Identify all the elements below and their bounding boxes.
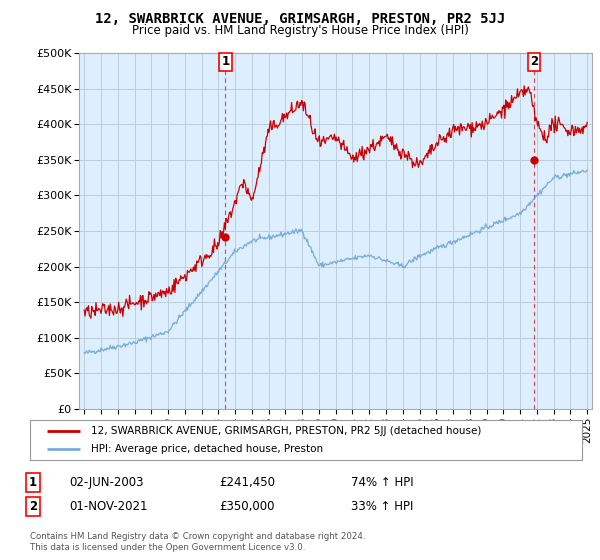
Text: 12, SWARBRICK AVENUE, GRIMSARGH, PRESTON, PR2 5JJ (detached house): 12, SWARBRICK AVENUE, GRIMSARGH, PRESTON… <box>91 426 481 436</box>
Text: 33% ↑ HPI: 33% ↑ HPI <box>351 500 413 514</box>
Text: 12, SWARBRICK AVENUE, GRIMSARGH, PRESTON, PR2 5JJ: 12, SWARBRICK AVENUE, GRIMSARGH, PRESTON… <box>95 12 505 26</box>
Text: £241,450: £241,450 <box>219 476 275 489</box>
Text: 2: 2 <box>530 55 538 68</box>
Text: £350,000: £350,000 <box>219 500 275 514</box>
Text: 01-NOV-2021: 01-NOV-2021 <box>69 500 148 514</box>
Text: HPI: Average price, detached house, Preston: HPI: Average price, detached house, Pres… <box>91 445 323 454</box>
Text: Contains HM Land Registry data © Crown copyright and database right 2024.: Contains HM Land Registry data © Crown c… <box>30 532 365 541</box>
Text: 2: 2 <box>29 500 37 514</box>
Text: 1: 1 <box>29 476 37 489</box>
Text: 74% ↑ HPI: 74% ↑ HPI <box>351 476 413 489</box>
Text: 02-JUN-2003: 02-JUN-2003 <box>69 476 143 489</box>
Text: This data is licensed under the Open Government Licence v3.0.: This data is licensed under the Open Gov… <box>30 543 305 552</box>
Text: 1: 1 <box>221 55 229 68</box>
Text: Price paid vs. HM Land Registry's House Price Index (HPI): Price paid vs. HM Land Registry's House … <box>131 24 469 37</box>
